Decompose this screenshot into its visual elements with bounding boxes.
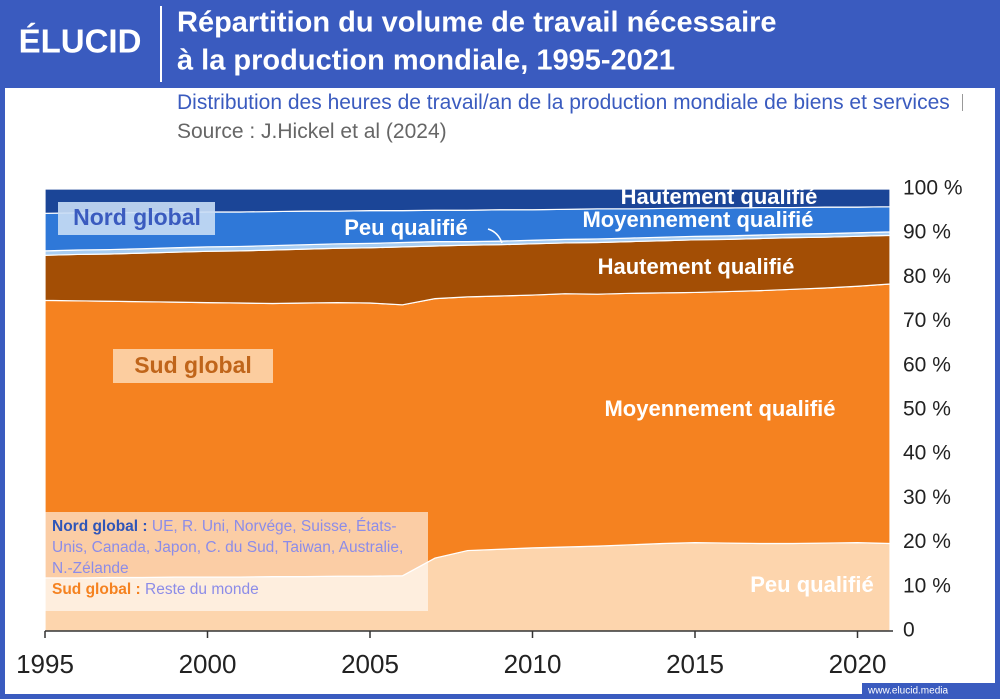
note-text: UE, R. Uni, Norvége, Suisse, États-Unis,… [52, 518, 404, 577]
callout [487, 228, 503, 244]
plot: 1995 2000 2005 2010 2015 2020 0 10 % 20 % 30 % 40 … [16, 177, 962, 679]
y-tick-label: 100 % [903, 177, 963, 200]
x-tick-label: 2020 [829, 649, 887, 679]
chart-title: Répartition du volume de travail nécessa… [177, 7, 777, 39]
series-label: Hautement qualifié [621, 184, 818, 209]
x-tick-label: 2000 [179, 649, 237, 679]
series-label: Peu qualifié [750, 572, 873, 597]
subtitle-block: Distribution des heures de travail/an de… [177, 88, 992, 146]
note-label: Sud global : [52, 581, 141, 598]
note-label: Nord global : [52, 518, 148, 535]
y-tick-label: 0 [903, 619, 915, 642]
y-tick-label: 90 % [903, 221, 951, 244]
y-tick-label: 10 % [903, 574, 951, 597]
x-tick-label: 2005 [341, 649, 399, 679]
y-tick-label: 40 % [903, 442, 951, 465]
x-tick-label: 2015 [666, 649, 724, 679]
footer: www.elucid.media [867, 686, 948, 697]
y-tick-label: 30 % [903, 486, 951, 509]
area [44, 188, 891, 214]
header-band [0, 0, 1000, 88]
annotation-box [58, 202, 215, 235]
series-label: Moyennement qualifié [582, 207, 813, 232]
y-tick-label: 50 % [903, 398, 951, 421]
chart-title: à la production mondiale, 1995-2021 [177, 45, 675, 77]
series-label: Hautement qualifié [598, 254, 795, 279]
note: Nord global : UE, R. Uni, Norvége, Suiss… [52, 516, 422, 600]
annotation: Nord global [73, 204, 201, 230]
separator [961, 94, 963, 111]
series-label: Peu qualifié [344, 215, 467, 240]
y-tick-label: 70 % [903, 309, 951, 332]
y-tick-label: 60 % [903, 353, 951, 376]
x-tick-label: 1995 [16, 649, 74, 679]
y-tick-label: 20 % [903, 530, 951, 553]
x-tick-label: 2010 [504, 649, 562, 679]
y-tick-label: 80 % [903, 265, 951, 288]
annotation-box [113, 349, 273, 383]
note-box [45, 512, 428, 611]
subtitle: Distribution des heures de travail/an de… [177, 91, 950, 114]
note-text: Reste du monde [145, 581, 259, 598]
source: Source : J.Hickel et al (2024) [177, 120, 447, 143]
annotation: Sud global [134, 352, 252, 378]
logo: ÉLUCID [19, 23, 142, 60]
footer-band [862, 683, 1000, 699]
series-label: Moyennement qualifié [604, 396, 835, 421]
